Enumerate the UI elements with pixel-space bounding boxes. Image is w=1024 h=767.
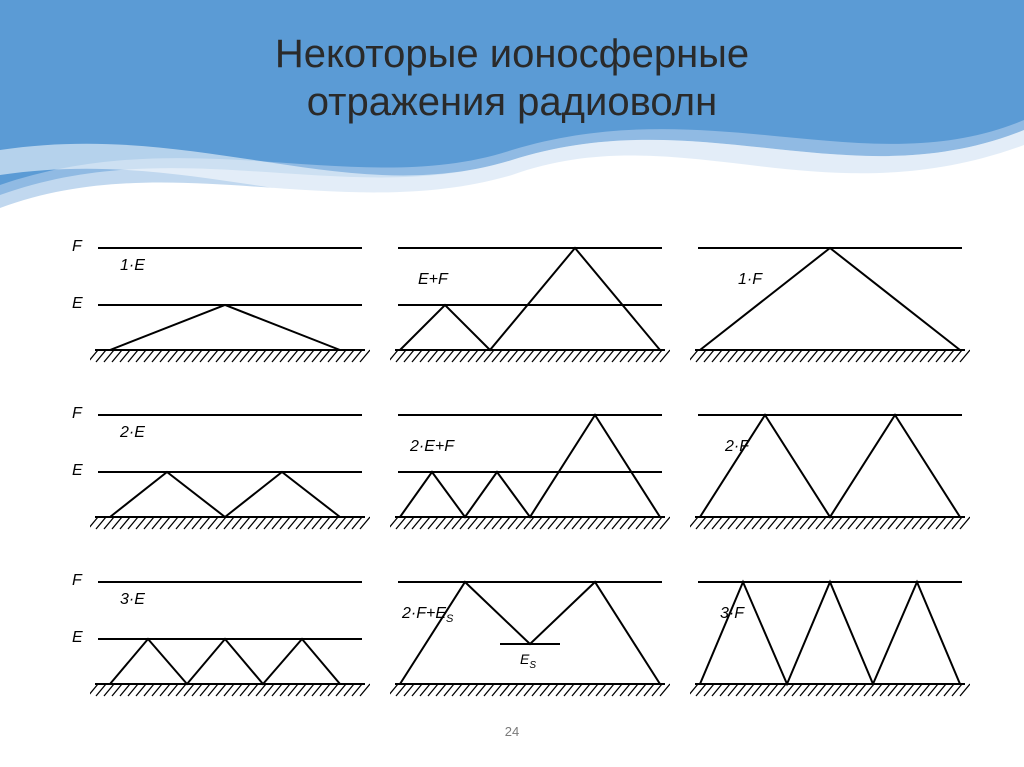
diagram-grid: FE1·E E+F 1·F FE2·E 2·E+F 2·F FE3·E 2·F+ES ES 3·F [90,230,970,719]
svg-text:2·F: 2·F [724,438,750,455]
diagram-r3c2: 2·F+ES ES [390,564,670,709]
svg-text:2·E: 2·E [119,424,145,441]
slide-title: Некоторые ионосферные отражения радиовол… [0,30,1024,126]
title-line1: Некоторые ионосферные [275,32,749,76]
layer-label-F: F [72,405,82,423]
svg-text:2·E+F: 2·E+F [409,438,455,455]
slide: Некоторые ионосферные отражения радиовол… [0,0,1024,767]
diagram-r2c3: 2·F [690,397,970,542]
diagram-r1c3: 1·F [690,230,970,375]
layer-label-F: F [72,238,82,256]
diagram-r1c1: FE1·E [90,230,370,375]
svg-text:E+F: E+F [418,271,449,288]
diagram-r1c2: E+F [390,230,670,375]
svg-text:ES: ES [520,651,536,671]
svg-text:2·F+ES: 2·F+ES [401,605,454,625]
diagram-r3c3: 3·F [690,564,970,709]
layer-label-F: F [72,572,82,590]
svg-text:3·E: 3·E [120,591,145,608]
page-number: 24 [0,724,1024,739]
layer-label-E: E [72,295,83,313]
diagram-r3c1: FE3·E [90,564,370,709]
layer-label-E: E [72,462,83,480]
svg-text:1·E: 1·E [120,257,145,274]
title-line2: отражения радиоволн [307,80,717,124]
svg-text:3·F: 3·F [720,605,745,622]
diagram-r2c2: 2·E+F [390,397,670,542]
svg-text:1·F: 1·F [738,271,763,288]
layer-label-E: E [72,629,83,647]
diagram-r2c1: FE2·E [90,397,370,542]
